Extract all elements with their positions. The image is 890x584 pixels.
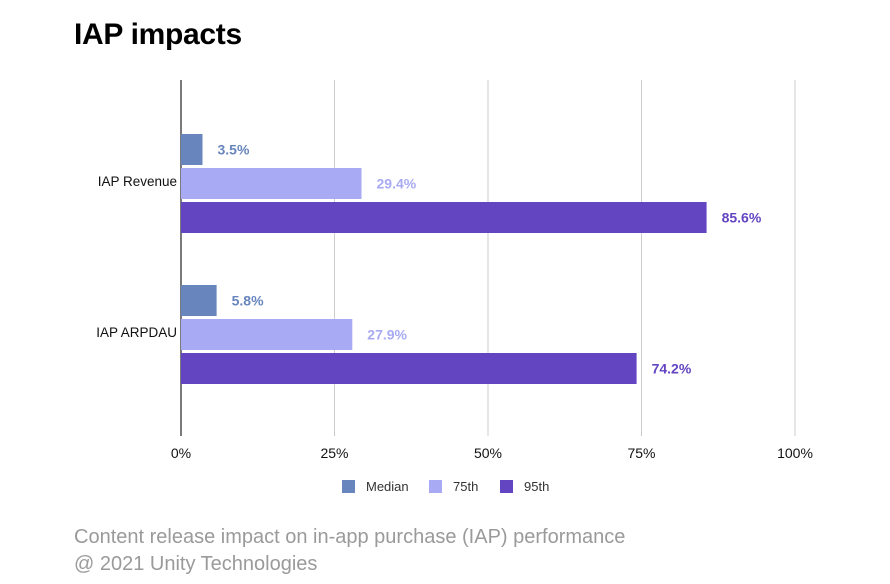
data-label: 29.4% [377,176,417,192]
legend-label-95th: 95th [524,479,549,494]
bar-95th-0 [181,202,707,233]
data-label: 5.8% [232,293,264,309]
caption-copyright: @ 2021 Unity Technologies [74,553,318,575]
legend-swatch-median [342,480,355,493]
bar-75th-1 [181,319,353,350]
bar-chart: 0% 25% 50% 75% 100% 3.5% 29.4% 85.6% IAP Revenue… [96,80,813,494]
category-label: IAP Revenue [98,174,177,189]
bar-median-0 [181,134,203,165]
legend-label-75th: 75th [453,479,478,494]
data-label: 85.6% [722,210,762,226]
x-tick-label: 100% [777,445,813,461]
bar-median-1 [181,285,217,316]
data-label: 27.9% [367,327,407,343]
chart-title: IAP impacts [74,18,242,51]
data-label: 74.2% [652,361,692,377]
x-tick-label: 0% [171,445,191,461]
category-label: IAP ARPDAU [96,325,177,340]
x-tick-label: 75% [627,445,655,461]
legend-swatch-95th [500,480,513,493]
data-label: 3.5% [217,142,249,158]
bar-95th-1 [181,353,637,384]
x-tick-label: 25% [320,445,348,461]
x-tick-label: 50% [474,445,502,461]
legend-swatch-75th [429,480,442,493]
legend-label-median: Median [366,479,409,494]
bar-75th-0 [181,168,362,199]
caption-description: Content release impact on in-app purchas… [74,526,626,548]
